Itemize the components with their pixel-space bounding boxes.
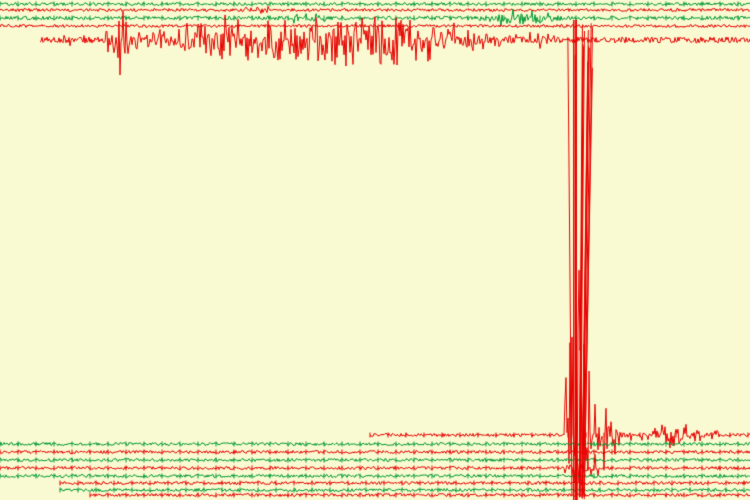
seismogram-chart [0, 0, 750, 500]
